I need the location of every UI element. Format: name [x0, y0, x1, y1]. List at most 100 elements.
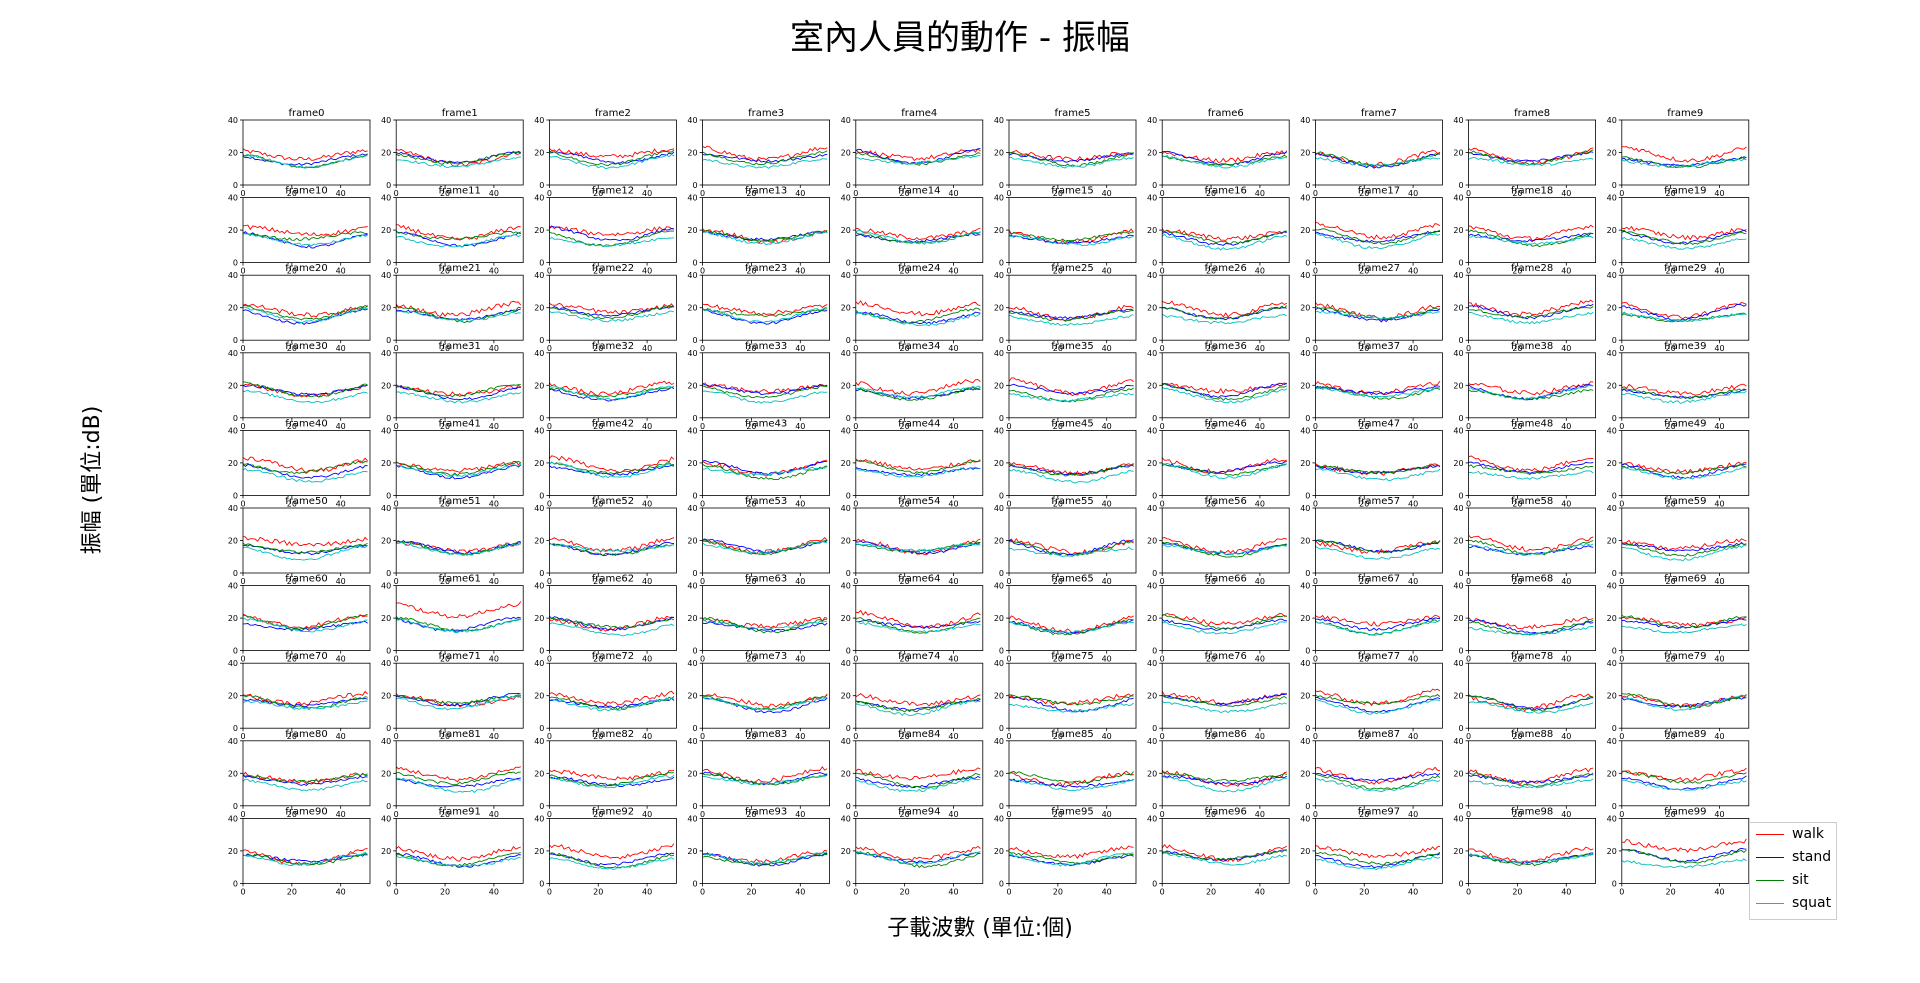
x-tick-label: 20: [1512, 344, 1522, 353]
y-tick-label: 40: [1147, 737, 1157, 746]
subplot-title: frame86: [1205, 729, 1247, 740]
x-tick-label: 40: [336, 344, 346, 353]
x-tick-label: 40: [1561, 810, 1571, 819]
series-line-squat: [855, 312, 981, 327]
series-line-sit: [1009, 851, 1134, 864]
x-tick-label: 0: [1006, 267, 1011, 276]
plot-frame: [242, 429, 371, 496]
series-line-squat: [1468, 156, 1594, 167]
x-tick-label: 40: [642, 344, 652, 353]
y-tick-label: 20: [534, 692, 544, 701]
subplot-5: frame5 0 20 40 0 20 40: [994, 108, 1137, 198]
x-tick-label: 40: [642, 732, 652, 741]
x-tick-label: 20: [1359, 655, 1369, 664]
subplot-title: frame74: [898, 651, 940, 662]
subplot-0: frame0 0 20 40 0 20 40: [228, 108, 371, 198]
plot-frame: [855, 197, 984, 264]
x-tick-label: 20: [1053, 499, 1063, 508]
series-line-squat: [396, 695, 522, 711]
series-line-squat: [1315, 778, 1441, 793]
series-line-walk: [243, 224, 368, 237]
subplot-title: frame32: [592, 341, 634, 352]
y-tick-label: 20: [1453, 149, 1463, 158]
x-tick-label: 20: [1666, 422, 1676, 431]
series-line-stand: [396, 852, 521, 868]
series-line-squat: [396, 542, 522, 556]
subplot-title: frame67: [1358, 574, 1400, 585]
y-tick-label: 40: [1147, 582, 1157, 591]
y-tick-label: 20: [841, 769, 851, 778]
x-tick-label: 20: [1666, 344, 1676, 353]
y-tick-label: 40: [1147, 814, 1157, 823]
y-tick-label: 20: [228, 614, 238, 623]
series-line-stand: [549, 150, 675, 165]
series-line-squat: [1468, 853, 1594, 864]
x-tick-label: 40: [1561, 267, 1571, 276]
series-line-walk: [855, 767, 981, 781]
y-tick-label: 0: [539, 414, 544, 423]
y-tick-label: 20: [841, 847, 851, 856]
legend-label-stand: stand: [1792, 849, 1832, 865]
x-tick-label: 20: [1512, 189, 1522, 198]
subplot-3: frame3 0 20 40 0 20 40: [687, 108, 830, 198]
x-tick-label: 20: [1359, 267, 1369, 276]
x-tick-label: 40: [1102, 887, 1112, 896]
x-tick-label: 40: [489, 655, 499, 664]
series-line-walk: [1009, 845, 1134, 860]
series-line-squat: [1162, 386, 1288, 404]
subplot-title: frame24: [898, 263, 940, 274]
series-line-squat: [702, 306, 828, 323]
y-tick-label: 40: [1607, 271, 1617, 280]
series-line-squat: [549, 697, 675, 712]
series-line-sit: [702, 229, 828, 242]
x-tick-label: 40: [1255, 655, 1265, 664]
series-line-stand: [1009, 234, 1134, 245]
y-tick-label: 20: [1300, 149, 1310, 158]
x-tick-label: 0: [1313, 422, 1318, 431]
series-line-sit: [1468, 306, 1594, 319]
y-tick-label: 20: [1147, 226, 1157, 235]
series-line-squat: [1621, 466, 1747, 481]
series-line-stand: [549, 776, 675, 787]
y-tick-label: 0: [1612, 491, 1617, 500]
series-line-walk: [1162, 457, 1287, 475]
y-tick-label: 40: [1453, 116, 1463, 125]
y-tick-label: 40: [228, 426, 238, 435]
y-tick-label: 0: [233, 181, 238, 190]
series-line-sit: [1621, 848, 1747, 864]
y-tick-label: 40: [534, 814, 544, 823]
y-tick-label: 40: [1300, 814, 1310, 823]
y-tick-label: 40: [1607, 659, 1617, 668]
series-line-squat: [1009, 156, 1134, 169]
x-tick-label: 0: [240, 267, 245, 276]
y-tick-label: 20: [687, 149, 697, 158]
y-tick-label: 20: [994, 459, 1004, 468]
y-tick-label: 40: [1300, 116, 1310, 125]
y-tick-label: 0: [846, 181, 851, 190]
y-tick-label: 0: [1152, 414, 1157, 423]
x-tick-label: 0: [1313, 344, 1318, 353]
series-line-sit: [243, 694, 368, 709]
plot-frame: [1621, 662, 1750, 729]
subplot-title: frame7: [1361, 108, 1397, 119]
subplot-title: frame77: [1358, 651, 1400, 662]
plot-frame: [1315, 352, 1443, 419]
plot-frame: [1008, 662, 1137, 729]
series-line-walk: [396, 766, 521, 783]
y-tick-label: 0: [386, 647, 391, 656]
x-tick-label: 0: [853, 732, 858, 741]
y-tick-label: 0: [1305, 414, 1310, 423]
series-line-squat: [855, 621, 981, 634]
x-tick-label: 0: [1313, 655, 1318, 664]
x-tick-label: 20: [900, 655, 910, 664]
series-line-walk: [855, 693, 981, 707]
y-tick-label: 40: [687, 194, 697, 203]
series-line-sit: [855, 617, 981, 634]
series-line-squat: [1315, 157, 1441, 168]
y-tick-label: 20: [841, 459, 851, 468]
